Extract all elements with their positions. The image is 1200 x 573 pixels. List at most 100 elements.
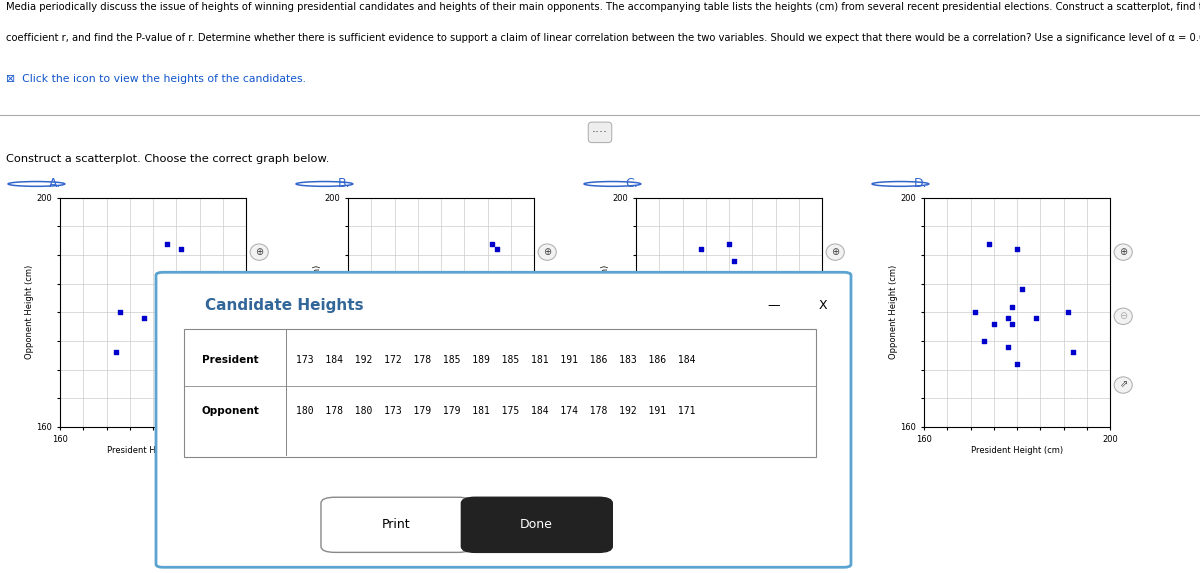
FancyBboxPatch shape (184, 329, 816, 457)
Point (686, 354, 706, 363)
Y-axis label: Opponent Height (cm): Opponent Height (cm) (601, 265, 610, 359)
FancyBboxPatch shape (461, 497, 612, 552)
Point (770, 273, 790, 282)
Point (998, 342, 1018, 351)
Point (436, 313, 455, 323)
Point (1026, 313, 1045, 323)
FancyBboxPatch shape (320, 497, 472, 552)
Text: —: — (768, 299, 780, 312)
Y-axis label: Opponent Height (cm): Opponent Height (cm) (25, 265, 34, 359)
Text: Print: Print (382, 519, 410, 532)
Circle shape (872, 182, 929, 186)
Point (134, 313, 154, 323)
Point (167, 336, 186, 346)
Point (167, 313, 186, 323)
Text: X: X (818, 299, 827, 312)
Y-axis label: Opponent Height (cm): Opponent Height (cm) (313, 265, 322, 359)
Point (450, 308, 469, 317)
Text: ⊖: ⊖ (832, 311, 839, 321)
Circle shape (538, 377, 557, 393)
Point (974, 336, 994, 346)
Point (1003, 319, 1022, 328)
Point (775, 291, 794, 300)
Point (1063, 348, 1082, 357)
Point (678, 285, 697, 294)
Point (979, 239, 998, 248)
Point (460, 313, 479, 323)
Point (724, 256, 743, 265)
X-axis label: President Height (cm): President Height (cm) (683, 446, 775, 456)
Point (1008, 245, 1027, 254)
Text: ⊠  Click the icon to view the heights of the candidates.: ⊠ Click the icon to view the heights of … (6, 74, 306, 84)
Circle shape (1114, 377, 1133, 393)
Circle shape (826, 244, 845, 260)
Point (445, 348, 464, 357)
Text: 173  184  192  172  178  185  189  185  181  191  186  183  186  184: 173 184 192 172 178 185 189 185 181 191 … (296, 355, 696, 365)
Circle shape (826, 377, 845, 393)
Text: B.: B. (337, 178, 350, 190)
Text: ⊕: ⊕ (832, 247, 839, 257)
Text: Media periodically discuss the issue of heights of winning presidential candidat: Media periodically discuss the issue of … (6, 2, 1200, 12)
X-axis label: President Height (cm): President Height (cm) (395, 446, 487, 456)
Point (1003, 302, 1022, 311)
Y-axis label: Opponent Height (cm): Opponent Height (cm) (889, 265, 898, 359)
Point (148, 285, 167, 294)
Text: ⇗: ⇗ (256, 380, 263, 390)
Point (482, 239, 502, 248)
Point (157, 239, 176, 248)
Point (394, 336, 413, 346)
Circle shape (250, 308, 269, 324)
Circle shape (538, 308, 557, 324)
Point (696, 279, 715, 288)
Point (715, 279, 734, 288)
Text: coefficient r, and find the P-value of r. Determine whether there is sufficient : coefficient r, and find the P-value of r… (6, 33, 1200, 43)
Point (107, 348, 126, 357)
Point (162, 319, 181, 328)
Point (194, 342, 214, 351)
Circle shape (1114, 244, 1133, 260)
Text: Construct a scatterplot. Choose the correct graph below.: Construct a scatterplot. Choose the corr… (6, 154, 329, 164)
FancyBboxPatch shape (156, 272, 851, 567)
Text: C.: C. (625, 178, 638, 190)
Point (710, 285, 730, 294)
Text: ⊕: ⊕ (544, 247, 551, 257)
Text: ⇗: ⇗ (832, 380, 839, 390)
Circle shape (826, 308, 845, 324)
Point (710, 273, 730, 282)
Point (185, 302, 204, 311)
Text: ⊕: ⊕ (256, 247, 263, 257)
Point (691, 245, 710, 254)
Circle shape (250, 244, 269, 260)
Point (984, 319, 1003, 328)
Point (460, 308, 479, 317)
Point (455, 302, 474, 311)
Text: Done: Done (520, 519, 553, 532)
Circle shape (584, 182, 641, 186)
X-axis label: President Height (cm): President Height (cm) (971, 446, 1063, 456)
Text: ⊖: ⊖ (256, 311, 263, 321)
Text: ⊕: ⊕ (1120, 247, 1127, 257)
Text: ⇗: ⇗ (1120, 380, 1127, 390)
Text: D.: D. (913, 178, 926, 190)
Point (455, 319, 474, 328)
Point (1008, 359, 1027, 368)
Point (715, 319, 734, 328)
Text: A.: A. (49, 178, 61, 190)
Text: President: President (202, 355, 258, 365)
Text: Opponent: Opponent (202, 406, 259, 416)
Point (172, 245, 191, 254)
Text: Candidate Heights: Candidate Heights (205, 297, 364, 312)
Point (720, 348, 739, 357)
Circle shape (250, 377, 269, 393)
Point (966, 308, 985, 317)
Point (398, 359, 418, 368)
Point (172, 319, 191, 328)
Circle shape (538, 244, 557, 260)
Point (110, 308, 130, 317)
Point (422, 319, 442, 328)
FancyBboxPatch shape (286, 329, 287, 456)
Circle shape (8, 182, 65, 186)
Point (738, 302, 757, 311)
Point (487, 245, 506, 254)
Text: 180  178  180  173  179  179  181  175  184  174  178  192  191  171: 180 178 180 173 179 179 181 175 184 174 … (296, 406, 696, 416)
